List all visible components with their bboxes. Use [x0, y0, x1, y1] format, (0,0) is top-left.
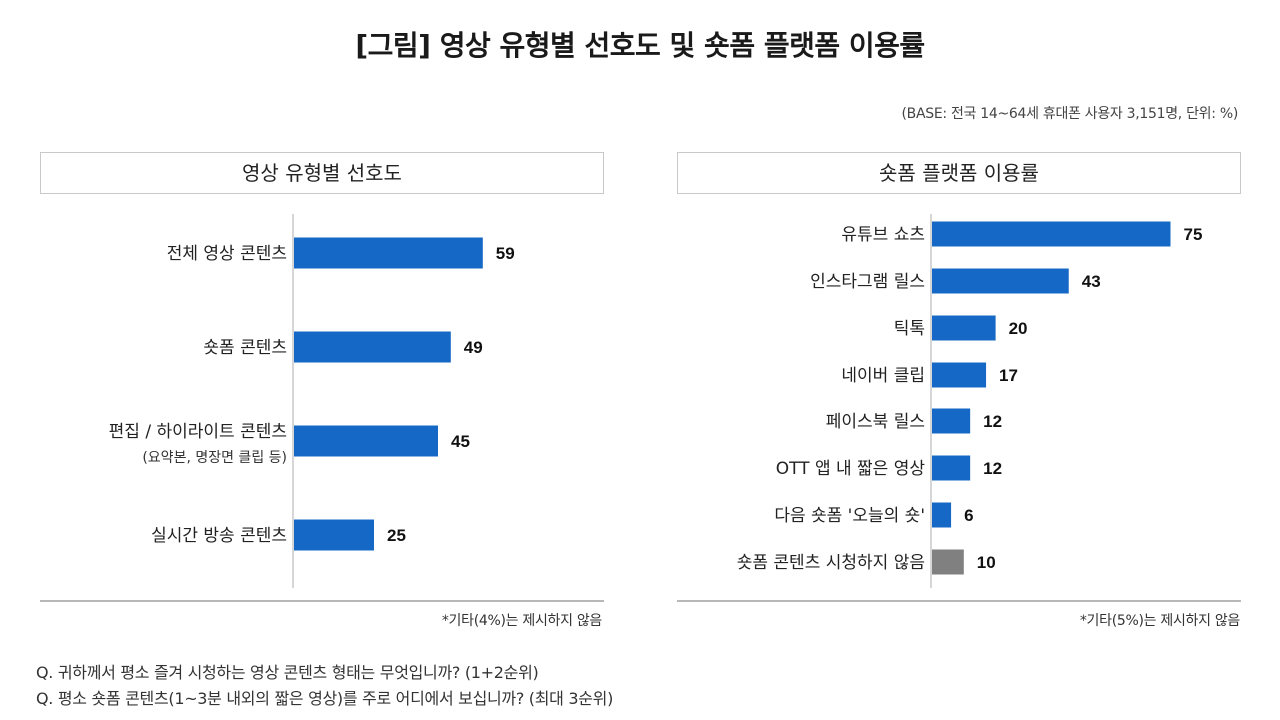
- right-footnote: *기타(5%)는 제시하지 않음: [1079, 613, 1240, 629]
- right-panel-title: 숏폼 플랫폼 이용률: [677, 152, 1241, 194]
- figure-title: [그림] 영상 유형별 선호도 및 숏폼 플랫폼 이용률: [355, 29, 925, 62]
- category-label: 틱톡: [894, 319, 925, 339]
- data-label: 17: [999, 366, 1018, 385]
- question-1: Q. 귀하께서 평소 즐겨 시청하는 영상 콘텐츠 형태는 무엇입니까? (1+…: [36, 663, 539, 682]
- left-footnote: *기타(4%)는 제시하지 않음: [441, 613, 602, 629]
- bar: [932, 455, 971, 481]
- bar: [932, 268, 1069, 294]
- category-label: 숏폼 콘텐츠 시청하지 않음: [737, 553, 925, 573]
- base-note: (BASE: 전국 14~64세 휴대폰 사용자 3,151명, 단위: %): [901, 106, 1239, 122]
- category-label: 전체 영상 콘텐츠: [167, 244, 287, 264]
- category-label: 편집 / 하이라이트 콘텐츠: [109, 422, 287, 442]
- bar: [932, 315, 996, 341]
- question-2: Q. 평소 숏폼 콘텐츠(1~3분 내외의 짧은 영상)를 주로 어디에서 보십…: [36, 689, 614, 708]
- bar: [932, 549, 964, 575]
- bar: [294, 425, 438, 457]
- category-sublabel: (요약본, 명장면 클립 등): [142, 450, 287, 466]
- right-bottom-rule: [677, 600, 1241, 602]
- category-label: 네이버 클립: [841, 366, 925, 386]
- data-label: 25: [387, 526, 406, 545]
- bar: [294, 237, 483, 269]
- bar: [294, 519, 374, 551]
- category-label: 다음 숏폼 '오늘의 숏': [774, 506, 925, 526]
- left-panel-title: 영상 유형별 선호도: [40, 152, 604, 194]
- data-label: 20: [1009, 319, 1028, 338]
- category-label: 유튜브 쇼츠: [841, 225, 925, 245]
- data-label: 6: [964, 506, 973, 525]
- data-label: 43: [1082, 272, 1101, 291]
- bar: [932, 408, 971, 434]
- bar: [932, 362, 987, 388]
- bar: [932, 502, 952, 528]
- category-label: 숏폼 콘텐츠: [203, 338, 287, 358]
- data-label: 59: [496, 244, 515, 263]
- category-label: 페이스북 릴스: [826, 412, 925, 432]
- data-label: 12: [983, 412, 1002, 431]
- data-label: 45: [451, 432, 470, 451]
- bar: [294, 331, 451, 363]
- data-label: 49: [464, 338, 483, 357]
- data-label: 12: [983, 459, 1002, 478]
- data-label: 10: [977, 553, 996, 572]
- category-label: OTT 앱 내 짧은 영상: [776, 459, 926, 479]
- left-bottom-rule: [40, 600, 604, 602]
- bar: [932, 221, 1171, 247]
- category-label: 실시간 방송 콘텐츠: [151, 526, 287, 546]
- data-label: 75: [1184, 225, 1203, 244]
- category-label: 인스타그램 릴스: [810, 272, 925, 292]
